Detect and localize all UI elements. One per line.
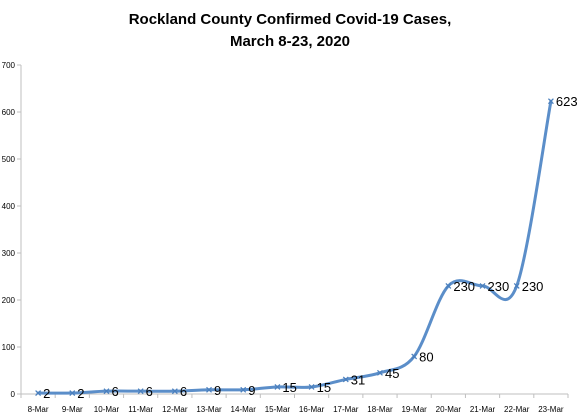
y-tick-label: 200 xyxy=(2,296,16,305)
x-tick-label: 20-Mar xyxy=(436,405,462,414)
x-tick-label: 17-Mar xyxy=(333,405,359,414)
data-label: 230 xyxy=(453,279,475,294)
x-tick-label: 15-Mar xyxy=(265,405,291,414)
data-point-stroke xyxy=(377,369,383,376)
x-tick-label: 21-Mar xyxy=(470,405,496,414)
data-label: 6 xyxy=(111,384,118,399)
data-label: 230 xyxy=(522,279,544,294)
data-labels: 2 2 6 6 6 9 9 15 15 31 45 80 230 230 230 623 xyxy=(43,94,578,401)
data-point-stroke xyxy=(513,282,520,289)
data-point-stroke xyxy=(411,353,418,360)
data-point-stroke xyxy=(479,282,486,289)
x-tick-label: 8-Mar xyxy=(28,405,49,414)
y-tick-label: 0 xyxy=(11,390,16,399)
y-axis: 0 100 200 300 400 500 600 700 xyxy=(2,61,22,399)
y-tick-label: 300 xyxy=(2,249,16,258)
x-tick-label: 19-Mar xyxy=(401,405,427,414)
data-point-stroke xyxy=(445,282,452,289)
data-label: 45 xyxy=(385,366,399,381)
data-point-stroke xyxy=(206,386,212,393)
data-point-stroke xyxy=(547,98,554,105)
chart-title-line-2: March 8-23, 2020 xyxy=(230,33,350,50)
y-tick-label: 600 xyxy=(2,108,16,117)
data-point-stroke xyxy=(342,376,349,383)
data-point xyxy=(377,369,383,376)
data-point xyxy=(342,376,349,383)
data-label: 6 xyxy=(180,384,187,399)
data-label: 31 xyxy=(351,372,365,387)
data-point xyxy=(206,386,212,393)
data-label: 9 xyxy=(248,383,255,398)
data-label: 2 xyxy=(77,386,84,401)
y-tick-label: 400 xyxy=(2,202,16,211)
data-point xyxy=(137,388,144,395)
data-point xyxy=(103,388,110,395)
data-point-stroke xyxy=(69,390,76,396)
data-point xyxy=(35,390,42,396)
x-axis: 8-Mar 9-Mar 10-Mar 11-Mar 12-Mar 13-Mar 14-Mar… xyxy=(20,393,569,414)
x-tick-label: 23-Mar xyxy=(538,405,564,414)
data-point xyxy=(513,282,520,289)
x-tick-label: 16-Mar xyxy=(299,405,325,414)
data-label: 230 xyxy=(488,279,510,294)
data-point-stroke xyxy=(171,388,178,395)
data-label: 80 xyxy=(419,349,433,364)
x-tick-label: 22-Mar xyxy=(504,405,530,414)
data-point-stroke xyxy=(308,384,315,390)
data-point xyxy=(308,384,315,390)
data-point-stroke xyxy=(35,390,42,396)
data-point xyxy=(274,384,281,390)
data-point xyxy=(547,98,554,105)
x-tick-label: 14-Mar xyxy=(231,405,257,414)
data-point xyxy=(411,353,418,360)
x-tick-label: 9-Mar xyxy=(62,405,83,414)
data-point-stroke xyxy=(240,386,247,393)
data-point xyxy=(69,390,76,396)
series-line xyxy=(36,99,553,395)
data-point xyxy=(445,282,452,289)
data-label: 2 xyxy=(43,386,50,401)
x-tick-label: 11-Mar xyxy=(128,405,153,414)
chart-title-line-1: Rockland County Confirmed Covid-19 Cases… xyxy=(129,11,452,28)
data-point xyxy=(171,388,178,395)
x-tick-label: 13-Mar xyxy=(196,405,222,414)
series xyxy=(35,98,554,396)
data-point-stroke xyxy=(274,384,281,390)
data-point xyxy=(479,282,486,289)
data-label: 623 xyxy=(556,94,578,109)
data-label: 15 xyxy=(282,380,296,395)
x-tick-label: 18-Mar xyxy=(367,405,393,414)
data-point-stroke xyxy=(103,388,110,395)
x-tick-label: 10-Mar xyxy=(94,405,120,414)
data-label: 6 xyxy=(146,384,153,399)
data-label: 9 xyxy=(214,383,221,398)
data-point-stroke xyxy=(137,388,144,395)
y-tick-label: 100 xyxy=(2,343,16,352)
data-label: 15 xyxy=(317,380,331,395)
y-tick-label: 700 xyxy=(2,61,16,70)
x-tick-label: 12-Mar xyxy=(162,405,188,414)
data-point xyxy=(240,386,247,393)
y-tick-label: 500 xyxy=(2,155,16,164)
